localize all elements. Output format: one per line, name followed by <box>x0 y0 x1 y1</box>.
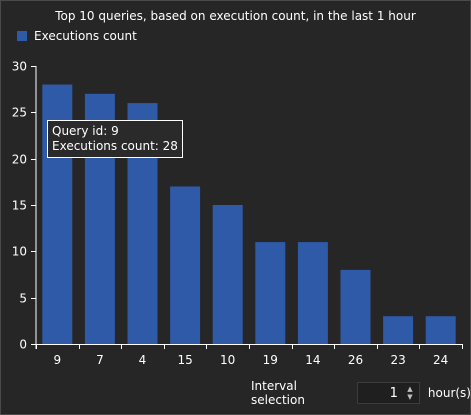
tooltip: Query id: 9 Executions count: 28 <box>47 120 183 158</box>
interval-label: Interval selection <box>251 379 305 407</box>
x-tick-label: 23 <box>390 353 405 367</box>
bar[interactable] <box>297 242 328 344</box>
legend-label: Executions count <box>34 29 137 43</box>
tooltip-query-id: Query id: 9 <box>52 124 119 138</box>
bar[interactable] <box>255 242 286 344</box>
y-tick-label: 0 <box>19 338 27 352</box>
chart-title: Top 10 queries, based on execution count… <box>55 9 416 23</box>
interval-unit: hour(s) <box>427 386 471 400</box>
x-tick-label: 10 <box>220 353 235 367</box>
y-tick-label: 5 <box>19 292 27 306</box>
y-tick-label: 15 <box>12 199 27 213</box>
x-tick-label: 4 <box>139 353 147 367</box>
x-tick-label: 7 <box>96 353 104 367</box>
bar[interactable] <box>212 205 243 344</box>
bar[interactable] <box>170 186 201 344</box>
interval-spinbox[interactable]: 1 ▲ ▼ <box>356 382 420 404</box>
y-tick-label: 30 <box>12 60 27 74</box>
chevron-down-icon[interactable]: ▼ <box>407 393 413 401</box>
legend-swatch <box>17 31 27 41</box>
legend: Executions count <box>17 29 137 43</box>
y-tick-label: 20 <box>12 153 27 167</box>
tooltip-executions-count: Executions count: 28 <box>52 139 178 153</box>
x-tick-label: 19 <box>263 353 278 367</box>
interval-value[interactable]: 1 <box>389 385 398 401</box>
x-tick-label: 9 <box>53 353 61 367</box>
bar[interactable] <box>340 269 371 344</box>
spin-arrows: ▲ ▼ <box>404 383 416 403</box>
y-tick-label: 25 <box>12 106 27 120</box>
bar[interactable] <box>425 316 456 344</box>
chevron-up-icon[interactable]: ▲ <box>407 385 413 393</box>
x-tick-label: 15 <box>177 353 192 367</box>
y-tick-label: 10 <box>12 245 27 259</box>
x-tick-label: 24 <box>433 353 448 367</box>
x-tick-label: 14 <box>305 353 320 367</box>
x-tick-label: 26 <box>348 353 363 367</box>
bar[interactable] <box>383 316 414 344</box>
interval-selection: Interval selection 1 ▲ ▼ hour(s) <box>251 379 471 407</box>
